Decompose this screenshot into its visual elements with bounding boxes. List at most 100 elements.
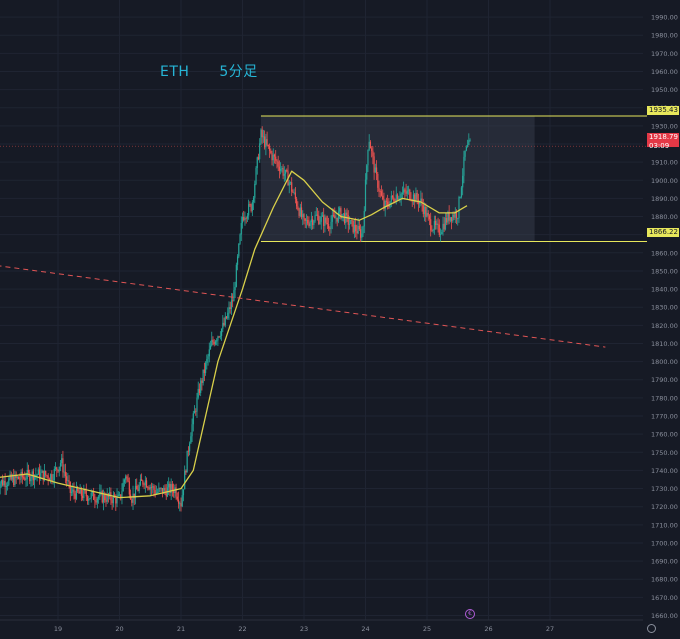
candle-body — [154, 490, 156, 495]
candle-body — [458, 196, 460, 219]
time-axis: 19 20 21 22 23 24 25 26 27 — [0, 619, 643, 633]
candle-body — [192, 413, 194, 425]
candle-body — [460, 187, 463, 197]
candle-body — [37, 469, 39, 475]
candle-body — [29, 472, 31, 482]
candle-body — [377, 173, 379, 188]
candle-body — [189, 443, 191, 452]
candle-body — [355, 224, 357, 232]
grid-layer — [0, 0, 643, 620]
candle-body — [70, 491, 73, 493]
candle-body — [200, 380, 202, 393]
candle-body — [452, 214, 454, 222]
candle-body — [312, 219, 314, 225]
candle-body — [371, 148, 373, 151]
candle-body — [350, 220, 352, 224]
y-tick-label: 1680.00 — [651, 576, 678, 584]
candle-body — [422, 205, 424, 214]
candle-body — [169, 483, 171, 493]
candle-body — [168, 483, 170, 488]
candle-body — [159, 488, 161, 489]
candle-body — [296, 198, 298, 207]
candle-body — [457, 218, 459, 220]
candle-body — [372, 150, 374, 157]
candle-body — [77, 487, 79, 492]
candle-body — [148, 487, 150, 490]
candle-body — [141, 479, 143, 481]
candle-body — [47, 475, 49, 479]
trendline-layer — [0, 265, 606, 348]
candle-body — [468, 140, 470, 146]
candle-body — [211, 339, 213, 346]
candle-body — [95, 501, 97, 503]
candle-body — [320, 216, 322, 222]
candle-body — [409, 189, 411, 200]
candle-body — [232, 300, 234, 302]
candle-body — [379, 191, 381, 192]
candle-body — [298, 209, 300, 216]
candle-body — [310, 219, 312, 223]
candle-body — [464, 150, 466, 157]
candle-body — [100, 491, 102, 493]
candle-body — [51, 474, 53, 481]
candle-body — [455, 212, 458, 219]
candle-body — [280, 168, 282, 171]
candle-body — [302, 214, 304, 218]
candle-body — [405, 191, 407, 194]
candle-body — [112, 495, 114, 504]
candle-body — [412, 194, 415, 201]
candle-body — [431, 230, 433, 232]
candle-body — [265, 139, 267, 148]
candle-body — [20, 471, 22, 480]
candle-body — [383, 199, 385, 209]
candle-body — [264, 136, 266, 148]
candle-body — [16, 476, 19, 478]
candle-body — [22, 477, 25, 479]
candle-body — [326, 222, 328, 225]
candle-body — [191, 424, 193, 437]
candle-body — [54, 467, 57, 469]
candle-body — [390, 195, 392, 202]
candle-body — [63, 471, 65, 473]
candle-body — [10, 474, 12, 480]
candle-body — [202, 369, 204, 383]
candle-body — [315, 214, 317, 216]
candle-body — [359, 229, 362, 238]
range-bottom-tag: 1866.22 — [647, 228, 679, 237]
x-tick-label: 21 — [177, 625, 185, 633]
candle-body — [361, 233, 363, 238]
candle-body — [182, 489, 185, 496]
y-tick-label: 1860.00 — [651, 249, 678, 257]
candle-body — [406, 190, 408, 194]
candle-body — [426, 213, 428, 217]
candle-body — [466, 145, 469, 147]
event-marker-icon[interactable]: € — [465, 609, 475, 619]
x-tick-label: 22 — [238, 625, 246, 633]
candle-body — [271, 153, 273, 161]
candle-body — [260, 129, 262, 144]
candle-body — [104, 494, 106, 501]
candle-body — [433, 221, 435, 230]
candle-body — [127, 477, 129, 482]
candle-body — [57, 469, 59, 472]
candle-body — [300, 207, 303, 218]
candle-body — [284, 169, 287, 174]
candle-body — [198, 388, 201, 393]
candle-body — [139, 479, 142, 486]
x-tick-label: 19 — [54, 625, 62, 633]
candle-body — [93, 491, 95, 500]
dashed-trendline — [0, 265, 606, 348]
y-tick-label: 1720.00 — [651, 503, 678, 511]
candle-body — [347, 214, 349, 225]
candle-body — [246, 215, 249, 219]
candle-body — [64, 471, 66, 477]
candle-body — [441, 232, 443, 235]
settings-icon[interactable] — [647, 624, 656, 633]
candle-body — [158, 488, 160, 492]
y-tick-label: 1930.00 — [651, 122, 678, 130]
last-price-countdown: 03:09 — [649, 142, 670, 150]
candle-body — [122, 482, 124, 492]
candle-body — [203, 369, 205, 374]
